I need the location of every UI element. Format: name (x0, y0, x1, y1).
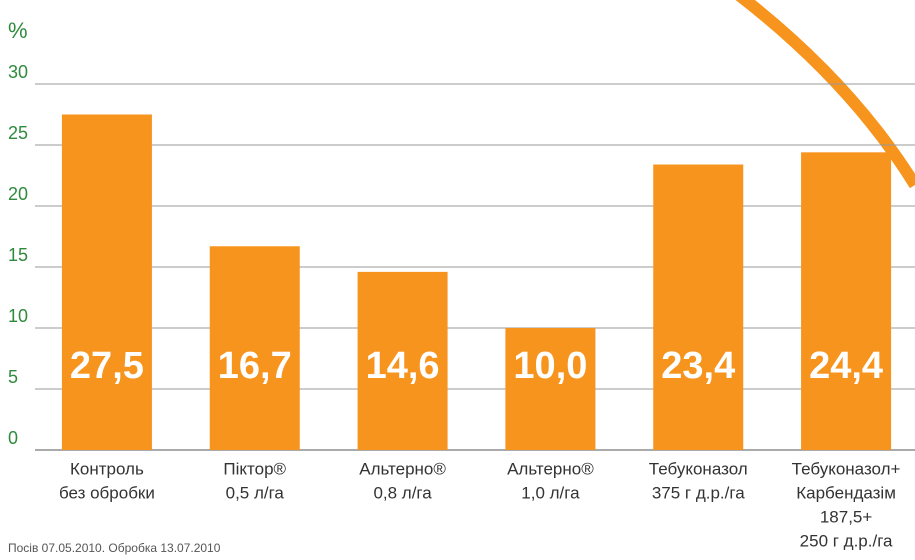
x-tick-label: Тебуконазол (649, 459, 748, 478)
x-tick-label: Контроль (70, 459, 144, 478)
x-tick-label: 375 г д.р./га (652, 483, 745, 502)
x-tick-label: 0,5 л/га (226, 483, 285, 502)
x-tick-label: без обробки (59, 483, 155, 502)
value-label: 27,5 (70, 345, 144, 387)
y-tick-label: 0 (8, 428, 18, 448)
y-tick-label: 15 (8, 245, 28, 265)
footnote: Посів 07.05.2010. Обробка 13.07.2010 (8, 541, 221, 555)
x-tick-label: Піктор® (223, 459, 286, 478)
value-label: 14,6 (366, 345, 440, 387)
y-tick-label: 10 (8, 306, 28, 326)
bar (653, 165, 743, 450)
bar (801, 152, 891, 450)
x-tick-label: Карбендазім (796, 483, 896, 502)
x-tick-label: 1,0 л/га (521, 483, 580, 502)
x-tick-label: 250 г д.р./га (800, 531, 893, 550)
bar (62, 115, 152, 451)
value-label: 23,4 (661, 345, 735, 387)
value-label: 16,7 (218, 345, 292, 387)
chart: % Посів 07.05.2010. Обробка 13.07.2010 0… (0, 0, 915, 560)
y-tick-label: 20 (8, 184, 28, 204)
x-tick-label: Альтерно® (359, 459, 446, 478)
x-tick-label: 187,5+ (820, 507, 873, 526)
x-tick-label: 0,8 л/га (373, 483, 432, 502)
y-tick-label: 5 (8, 367, 18, 387)
y-tick-label: 25 (8, 123, 28, 143)
x-tick-label: Тебуконазол+ (792, 459, 901, 478)
y-tick-label: 30 (8, 62, 28, 82)
value-label: 24,4 (809, 345, 883, 387)
x-tick-label: Альтерно® (507, 459, 594, 478)
value-label: 10,0 (513, 345, 587, 387)
y-axis-label: % (8, 18, 28, 43)
page: % Посів 07.05.2010. Обробка 13.07.2010 0… (0, 0, 915, 560)
